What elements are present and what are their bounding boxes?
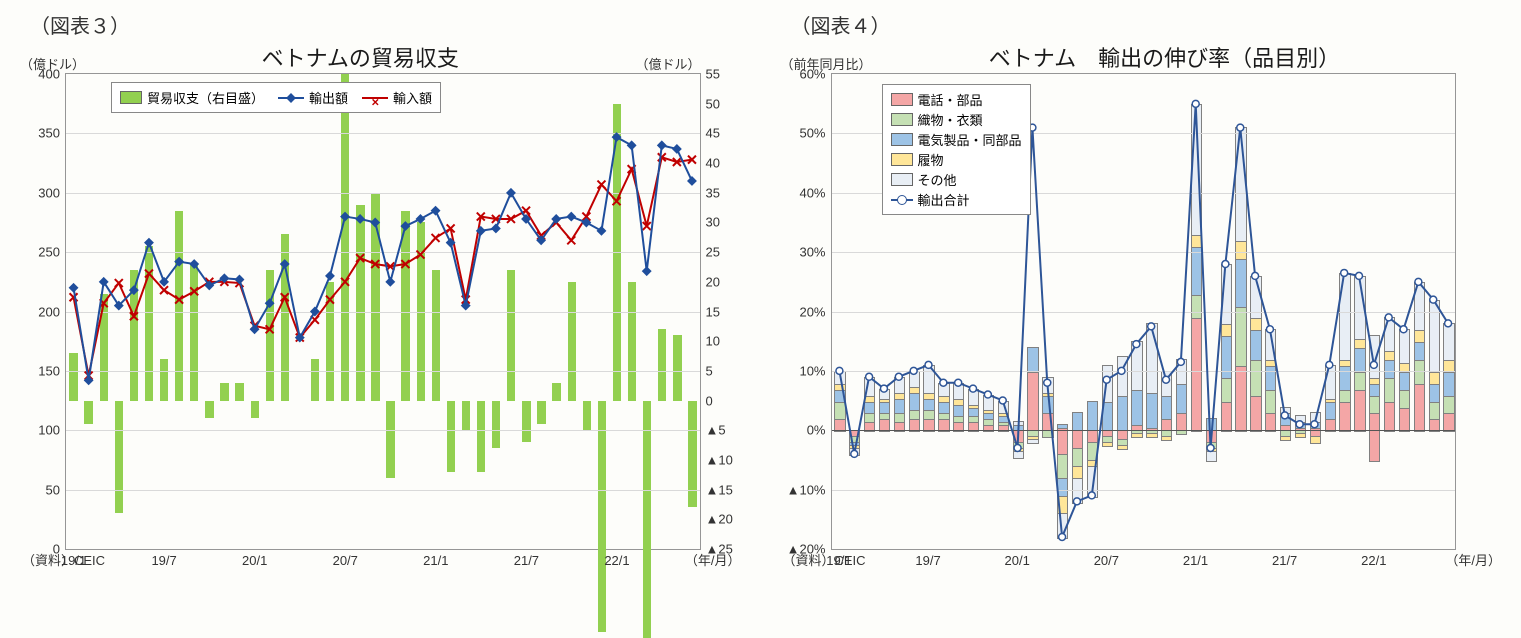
chart3-fig-label: （図表３）: [30, 10, 751, 39]
legend-item-balance: 貿易収支（右目盛）: [120, 88, 264, 107]
y-left-tick: 200: [38, 304, 66, 319]
y-left-tick: 400: [38, 67, 66, 82]
legend-swatch-footwear: [891, 153, 913, 166]
legend-item-textiles: 織物・衣類: [891, 110, 1022, 129]
legend-item-electronics: 電気製品・同部品: [891, 130, 1022, 149]
chart4-x-axis-label: （年/月）: [1445, 550, 1501, 569]
legend-swatch-electronics: [891, 133, 913, 146]
legend-swatch-balance: [120, 91, 142, 104]
legend-line-imports: ×: [362, 97, 388, 99]
x-tick: 20/1: [242, 549, 267, 568]
y-left-tick: 150: [38, 363, 66, 378]
x-tick: 19/1: [61, 549, 86, 568]
y-left-tick: 100: [38, 423, 66, 438]
y-right-tick: 50: [700, 96, 720, 111]
x-tick: 21/1: [1183, 549, 1208, 568]
x-tick: 22/1: [1361, 549, 1386, 568]
chart3-panel: （図表３） （億ドル） ベトナムの貿易収支 （億ドル） 貿易収支（右目盛） 輸出…: [10, 10, 751, 569]
y-right-tick: 25: [700, 245, 720, 260]
legend-label-other: その他: [918, 170, 957, 189]
legend-item-other: その他: [891, 170, 1022, 189]
legend-item-total: 輸出合計: [891, 190, 1022, 209]
y-left-tick: 300: [38, 185, 66, 200]
x-tick: 19/7: [151, 549, 176, 568]
legend-label-balance: 貿易収支（右目盛）: [147, 88, 264, 107]
chart4-panel: （図表４） （前年同月比） ベトナム 輸出の伸び率（品目別） . 電話・部品 織…: [771, 10, 1512, 569]
y-tick: 50%: [799, 126, 831, 141]
legend-swatch-other: [891, 173, 913, 186]
y-tick: ▲10%: [787, 482, 832, 497]
legend-item-imports: × 輸入額: [362, 88, 432, 107]
legend-item-exports: 輸出額: [278, 88, 348, 107]
chart3-y-right-unit: （億ドル）: [635, 54, 700, 73]
y-right-tick: ▲5: [700, 423, 726, 438]
y-tick: 20%: [799, 304, 831, 319]
x-tick: 19/1: [826, 549, 851, 568]
legend-line-exports: [278, 97, 304, 99]
y-tick: 0%: [807, 423, 832, 438]
y-tick: 60%: [799, 67, 831, 82]
legend-label-phones: 電話・部品: [918, 90, 983, 109]
chart4-legend: 電話・部品 織物・衣類 電気製品・同部品 履物 その他 輸出合計: [882, 84, 1031, 215]
y-tick: 10%: [799, 363, 831, 378]
y-right-tick: 40: [700, 156, 720, 171]
x-tick: 21/7: [514, 549, 539, 568]
y-right-tick: 45: [700, 126, 720, 141]
x-tick: 20/1: [1005, 549, 1030, 568]
y-right-tick: 30: [700, 215, 720, 230]
y-right-tick: 10: [700, 334, 720, 349]
legend-label-exports: 輸出額: [309, 88, 348, 107]
legend-label-footwear: 履物: [918, 150, 944, 169]
legend-swatch-phones: [891, 93, 913, 106]
y-right-tick: 5: [700, 363, 713, 378]
y-right-tick: 35: [700, 185, 720, 200]
legend-item-footwear: 履物: [891, 150, 1022, 169]
x-tick: 22/1: [604, 549, 629, 568]
legend-label-total: 輸出合計: [918, 190, 970, 209]
legend-swatch-textiles: [891, 113, 913, 126]
y-right-tick: 15: [700, 304, 720, 319]
x-tick: 21/1: [423, 549, 448, 568]
chart4-plot-area: 電話・部品 織物・衣類 電気製品・同部品 履物 その他 輸出合計 ▲20%▲10…: [831, 73, 1457, 550]
y-tick: 30%: [799, 245, 831, 260]
y-right-tick: 55: [700, 67, 720, 82]
y-left-tick: 50: [46, 482, 66, 497]
chart3-title: ベトナムの貿易収支: [262, 41, 459, 73]
y-left-tick: 350: [38, 126, 66, 141]
x-tick: 21/7: [1272, 549, 1297, 568]
chart4-fig-label: （図表４）: [791, 10, 1512, 39]
x-tick: 20/7: [333, 549, 358, 568]
y-right-tick: 20: [700, 274, 720, 289]
y-left-tick: 250: [38, 245, 66, 260]
legend-label-electronics: 電気製品・同部品: [918, 130, 1022, 149]
y-right-tick: 0: [700, 393, 713, 408]
chart3-legend: 貿易収支（右目盛） 輸出額 × 輸入額: [111, 82, 441, 113]
y-tick: 40%: [799, 185, 831, 200]
y-right-tick: ▲15: [700, 482, 733, 497]
y-right-tick: ▲20: [700, 512, 733, 527]
legend-item-phones: 電話・部品: [891, 90, 1022, 109]
x-tick: 20/7: [1094, 549, 1119, 568]
y-tick: ▲20%: [787, 542, 832, 557]
chart3-svg-overlay: [66, 74, 700, 549]
chart4-title: ベトナム 輸出の伸び率（品目別）: [989, 41, 1340, 73]
chart3-plot-area: 貿易収支（右目盛） 輸出額 × 輸入額 05010015020025030035…: [65, 73, 701, 550]
y-right-tick: ▲10: [700, 452, 733, 467]
y-right-tick: ▲25: [700, 542, 733, 557]
legend-label-imports: 輸入額: [393, 88, 432, 107]
legend-line-total: [891, 199, 913, 201]
x-tick: 19/7: [915, 549, 940, 568]
legend-label-textiles: 織物・衣類: [918, 110, 983, 129]
